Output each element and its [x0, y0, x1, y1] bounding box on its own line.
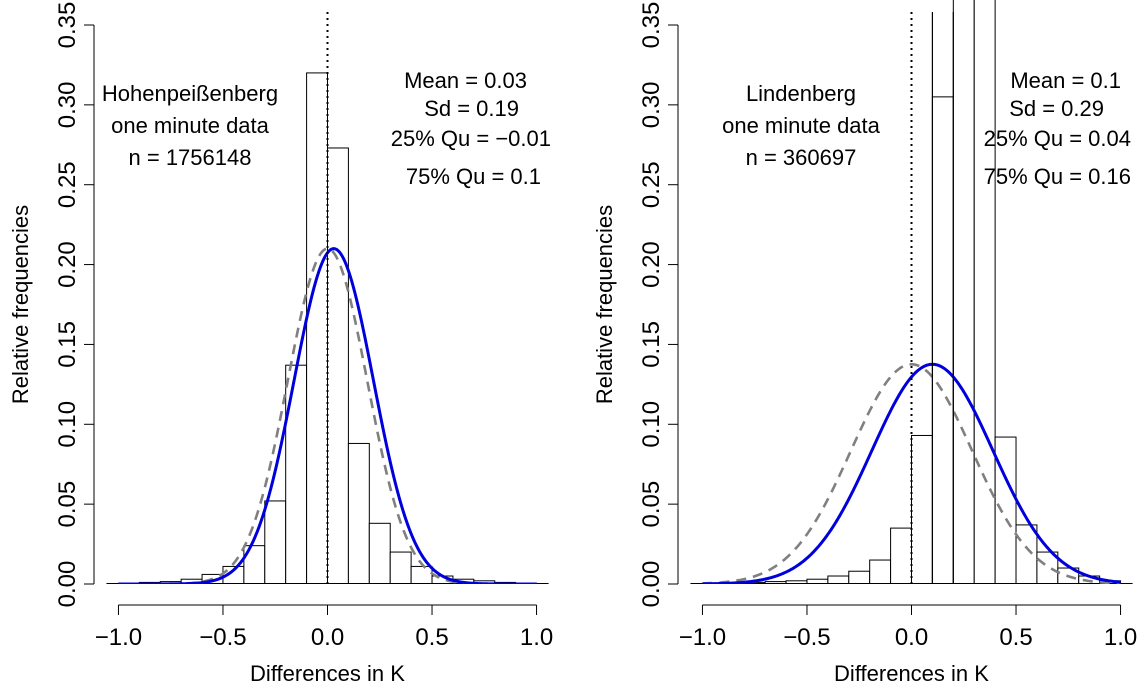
y-tick-label: 0.10: [54, 401, 81, 448]
y-tick-label: 0.20: [638, 241, 665, 288]
y-tick-label: 0.25: [638, 161, 665, 208]
statistics-text-line: 75% Qu = 0.16: [984, 164, 1131, 189]
x-axis: −1.0 −0.5 0.0 0.5 1.0 Differences in K: [679, 604, 1137, 686]
x-tick-label: −1.0: [679, 624, 726, 651]
histogram-bar: [347, 442, 370, 584]
histogram-bar: [973, 0, 996, 584]
y-axis-title: Relative frequencies: [592, 205, 617, 404]
x-axis-title: Differences in K: [250, 661, 405, 686]
histogram-bar: [827, 575, 850, 584]
y-tick-label: 0.35: [54, 2, 81, 49]
fitted-normal-curve: [702, 362, 1121, 584]
statistics-text-line: Mean = 0.03: [404, 68, 527, 93]
statistics-annotation: Mean = 0.1 Sd = 0.29 25% Qu = 0.04 75% Qu =…: [984, 68, 1131, 189]
y-tick-label: 0.25: [54, 161, 81, 208]
statistics-text-line: 75% Qu = 0.1: [406, 164, 541, 189]
histogram-bar: [869, 559, 892, 584]
plot-area: [690, 0, 1133, 584]
y-tick-label: 0.30: [638, 81, 665, 128]
histogram-bar: [285, 364, 308, 584]
statistics-text-line: 25% Qu = −0.01: [391, 126, 551, 151]
y-tick-label: 0.30: [54, 81, 81, 128]
statistics-text-line: Sd = 0.19: [424, 96, 519, 121]
histogram-bar: [368, 522, 391, 584]
histogram-bar: [911, 434, 933, 584]
y-axis: 0.00 0.05 0.10 0.15 0.20 0.25 0.30 0.35 Relative…: [592, 2, 679, 608]
histogram-bar: [306, 72, 329, 584]
reference-normal-curve: [702, 362, 1121, 584]
x-axis-title: Differences in K: [834, 661, 989, 686]
histogram-bar: [994, 436, 1017, 584]
y-tick-label: 0.35: [638, 2, 665, 49]
statistics-text-line: 25% Qu = 0.04: [984, 126, 1131, 151]
y-tick-label: 0.05: [54, 481, 81, 528]
x-tick-label: 1.0: [520, 624, 553, 651]
histogram-bar: [1015, 524, 1038, 584]
statistics-text-line: Mean = 0.1: [1010, 68, 1121, 93]
y-tick-label: 0.20: [54, 241, 81, 288]
y-tick-label: 0.00: [54, 561, 81, 608]
x-tick-label: 1.0: [1104, 624, 1137, 651]
station-text-line: one minute data: [722, 113, 881, 138]
statistics-annotation: Mean = 0.03 Sd = 0.19 25% Qu = −0.01 75% Qu…: [391, 68, 551, 189]
station-text-line: n = 360697: [746, 145, 857, 170]
histogram-bar: [389, 551, 412, 584]
station-text-line: one minute data: [111, 113, 270, 138]
x-tick-label: −0.5: [783, 624, 830, 651]
histogram-bar: [952, 0, 975, 584]
histogram-bar: [264, 500, 287, 584]
station-annotation: Lindenberg one minute data n = 360697: [722, 81, 881, 170]
x-axis: −1.0 −0.5 0.0 0.5 1.0 Differences in K: [95, 604, 553, 686]
histogram-bar: [848, 570, 871, 584]
x-tick-label: −0.5: [199, 624, 246, 651]
station-annotation: Hohenpeißenberg one minute data n = 175614…: [102, 81, 278, 170]
station-text-line: Hohenpeißenberg: [102, 81, 278, 106]
x-tick-label: 0.0: [895, 624, 928, 651]
station-text-line: Lindenberg: [746, 81, 856, 106]
x-tick-label: 0.5: [415, 624, 448, 651]
station-text-line: n = 1756148: [129, 145, 252, 170]
histogram-bar: [410, 565, 433, 584]
statistics-text-line: Sd = 0.29: [1009, 96, 1104, 121]
histogram-bar: [327, 147, 349, 584]
histogram-bar: [931, 96, 954, 584]
histogram-bar: [890, 527, 912, 584]
x-tick-label: 0.5: [999, 624, 1032, 651]
y-tick-label: 0.15: [54, 321, 81, 368]
y-axis: 0.00 0.05 0.10 0.15 0.20 0.25 0.30 0.35 Relative…: [8, 2, 95, 608]
x-tick-label: −1.0: [95, 624, 142, 651]
x-tick-label: 0.0: [311, 624, 344, 651]
y-tick-label: 0.15: [638, 321, 665, 368]
y-tick-label: 0.10: [638, 401, 665, 448]
y-tick-label: 0.05: [638, 481, 665, 528]
y-tick-label: 0.00: [638, 561, 665, 608]
y-axis-title: Relative frequencies: [8, 205, 33, 404]
